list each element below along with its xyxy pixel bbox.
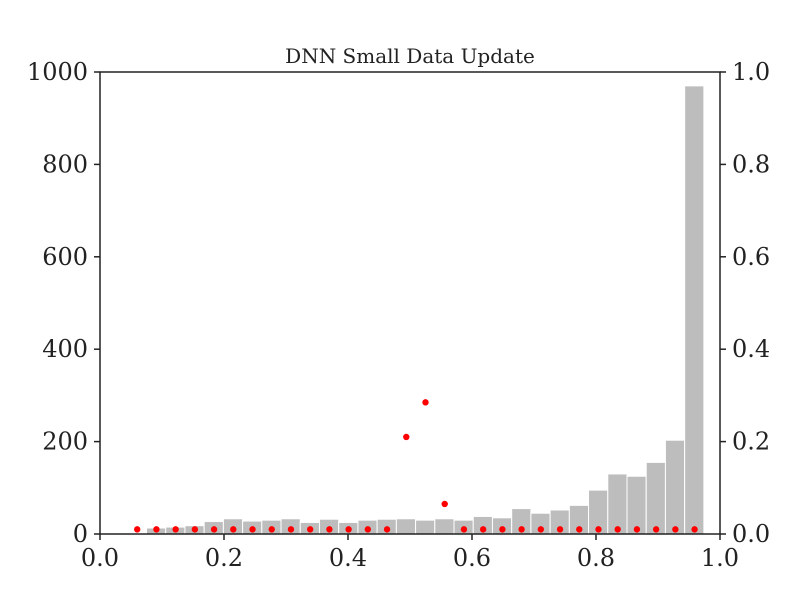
scatter-point — [268, 526, 275, 533]
scatter-point — [306, 526, 314, 533]
plot-frame — [99, 71, 721, 535]
left-y-tick-label: 1000 — [27, 58, 88, 86]
scatter-point — [537, 526, 545, 533]
scatter-point — [556, 526, 564, 533]
histogram-bar — [664, 439, 686, 535]
x-tick-label: 0.2 — [205, 544, 243, 572]
scatter-point — [134, 526, 141, 533]
scatter-point — [172, 526, 179, 533]
scatter-point — [633, 526, 641, 533]
x-tick-label: 0.6 — [453, 544, 491, 572]
histogram-bar — [645, 461, 666, 535]
x-axis: 0.0 0.2 0.4 0.6 0.8 1.0 — [81, 534, 739, 572]
scatter-point — [576, 526, 583, 533]
scatter-point — [614, 526, 621, 533]
scatter-point — [403, 433, 410, 441]
left-y-axis: 0 200 400 600 800 1000 — [27, 58, 100, 548]
left-y-tick-label: 800 — [42, 150, 88, 178]
scatter-point — [230, 526, 237, 533]
left-y-tick-label: 400 — [42, 335, 88, 363]
right-y-tick-label: 0.8 — [732, 150, 770, 178]
scatter-point — [210, 526, 218, 533]
x-tick-label: 0.8 — [577, 544, 615, 572]
left-y-tick-label: 0 — [73, 520, 88, 548]
left-y-tick-label: 200 — [42, 428, 88, 456]
scatter-point — [153, 526, 160, 533]
scatter-point — [287, 526, 295, 533]
right-y-tick-label: 0.6 — [732, 243, 770, 271]
right-y-tick-label: 0.4 — [732, 335, 770, 363]
histogram-bars — [146, 85, 705, 535]
right-y-tick-label: 0.0 — [732, 520, 770, 548]
scatter-point — [249, 526, 256, 533]
chart-title: DNN Small Data Update — [285, 44, 535, 68]
scatter-point — [691, 526, 698, 533]
left-y-tick-label: 600 — [42, 243, 88, 271]
x-tick-label: 0.0 — [81, 544, 119, 572]
right-y-tick-label: 0.2 — [732, 428, 770, 456]
histogram-bar — [395, 518, 417, 535]
scatter-point — [326, 526, 333, 533]
scatter-point — [595, 526, 602, 533]
histogram-bar — [684, 85, 705, 535]
histogram-bar — [607, 473, 628, 535]
scatter-point — [383, 526, 391, 533]
histogram-bar — [415, 519, 436, 535]
right-y-tick-label: 1.0 — [732, 58, 770, 86]
x-tick-label: 0.4 — [329, 544, 367, 572]
scatter-point — [364, 526, 372, 533]
scatter-point — [518, 526, 525, 533]
scatter-point — [191, 526, 199, 533]
histogram-bar — [626, 475, 647, 535]
scatter-point — [672, 526, 679, 533]
x-tick-label: 1.0 — [701, 544, 739, 572]
scatter-points — [134, 399, 698, 533]
scatter-point — [422, 399, 429, 406]
scatter-point — [460, 526, 468, 533]
scatter-point — [441, 500, 448, 508]
scatter-point — [652, 526, 660, 533]
scatter-point — [479, 526, 487, 533]
histogram-bar — [434, 518, 455, 535]
right-y-axis: 0.0 0.2 0.4 0.6 0.8 1.0 — [720, 58, 770, 548]
scatter-point — [499, 526, 506, 533]
scatter-point — [345, 526, 352, 533]
